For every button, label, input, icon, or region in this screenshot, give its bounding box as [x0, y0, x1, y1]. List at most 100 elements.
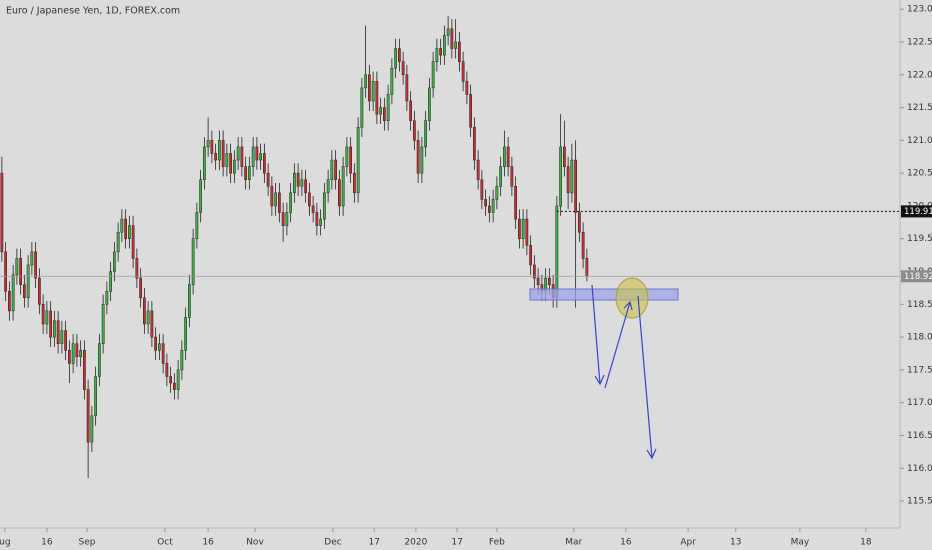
candle-body	[184, 317, 187, 351]
candle-body	[435, 48, 439, 62]
candle-body	[293, 172, 296, 194]
candle-body	[206, 140, 210, 148]
y-tick-label: 117.500	[907, 365, 932, 375]
candle-body	[439, 48, 442, 56]
candle-body	[34, 251, 37, 279]
candle-body	[379, 107, 382, 115]
candle-body	[154, 336, 157, 351]
candle-body	[428, 87, 431, 121]
candle-body	[334, 159, 337, 180]
candle-body	[574, 159, 577, 213]
candle-body	[503, 146, 506, 167]
candle-body	[139, 277, 142, 299]
candle-body	[124, 218, 127, 239]
candle-body	[105, 290, 109, 305]
candle-body	[548, 277, 551, 285]
arrow	[637, 295, 657, 460]
price-line-box	[901, 205, 932, 218]
candle-body	[469, 94, 472, 128]
candle-body	[491, 199, 495, 213]
candle-body	[484, 199, 487, 207]
candle-body	[570, 159, 574, 194]
candle-body	[559, 146, 562, 207]
candle-body	[386, 94, 390, 121]
candle-body	[375, 81, 379, 115]
candle-body	[304, 179, 307, 194]
x-tick-label: 16	[620, 538, 632, 548]
candle-body	[101, 304, 105, 344]
candle-body	[274, 192, 277, 207]
candle-body	[330, 159, 334, 180]
candle-body	[368, 74, 371, 102]
candle-body	[71, 343, 75, 364]
candle-body	[86, 389, 90, 443]
last-price-label: 118.928	[904, 272, 932, 282]
x-tick-label: May	[791, 538, 810, 548]
candle-body	[23, 284, 26, 299]
candle-body	[60, 330, 64, 344]
candle-body	[563, 146, 566, 167]
candle-body	[68, 350, 71, 364]
candle-body	[420, 146, 424, 174]
x-tick-label: Sep	[79, 538, 96, 548]
candle-body	[218, 140, 221, 161]
candle-body	[19, 258, 22, 285]
y-tick-label: 115.500	[907, 497, 932, 507]
candle-body	[533, 264, 536, 279]
y-tick-label: 122.000	[907, 70, 932, 80]
candle-body	[514, 186, 517, 220]
candle-body	[315, 212, 319, 226]
candle-body	[169, 376, 172, 384]
candle-body	[79, 350, 82, 358]
candle-body	[4, 251, 7, 292]
candle-body	[83, 350, 86, 390]
candle-body	[199, 179, 202, 213]
candle-body	[341, 166, 345, 207]
candle-body	[158, 343, 161, 351]
candle-body	[165, 363, 169, 377]
y-tick-label: 120.500	[907, 169, 932, 179]
candle-body	[413, 120, 416, 141]
candle-body	[499, 166, 502, 187]
candle-body	[225, 153, 229, 167]
candle-body	[263, 153, 266, 174]
candle-body	[473, 126, 476, 161]
chart-title: Euro / Japanese Yen, 1D, FOREX.com	[6, 6, 180, 17]
candle-body	[585, 258, 589, 277]
candle-body	[536, 277, 540, 285]
candle-body	[94, 376, 97, 417]
candle-body	[476, 159, 480, 180]
candle-body	[398, 48, 401, 62]
candle-body	[109, 271, 112, 292]
candle-body	[210, 140, 214, 154]
candle-body	[480, 179, 484, 200]
candle-body	[465, 81, 469, 95]
candle-body	[364, 74, 367, 89]
y-tick-label: 122.500	[907, 37, 932, 47]
candle-body	[45, 310, 49, 325]
candle-body	[98, 343, 101, 377]
candle-body	[0, 172, 4, 253]
candle-body	[203, 146, 206, 180]
candle-body	[259, 153, 262, 161]
support-zone	[529, 288, 679, 301]
candle-body	[161, 343, 165, 364]
projection-arrows	[591, 284, 657, 460]
x-tick-label: Nov	[246, 538, 264, 548]
candle-body	[195, 212, 199, 239]
candle-body	[416, 140, 420, 174]
price-line-label: 119.917	[904, 207, 932, 217]
candle-body	[244, 166, 247, 180]
candle-body	[360, 87, 364, 128]
y-tick-label: 116.500	[907, 431, 932, 441]
candle-body	[353, 172, 356, 194]
candle-body	[405, 74, 409, 102]
candle-body	[188, 284, 191, 318]
candle-body	[278, 192, 281, 213]
y-tick-label: 121.500	[907, 103, 932, 113]
candle-body	[506, 146, 510, 167]
candle-body	[8, 290, 11, 312]
candle-body	[26, 264, 30, 299]
candle-body	[401, 61, 405, 76]
